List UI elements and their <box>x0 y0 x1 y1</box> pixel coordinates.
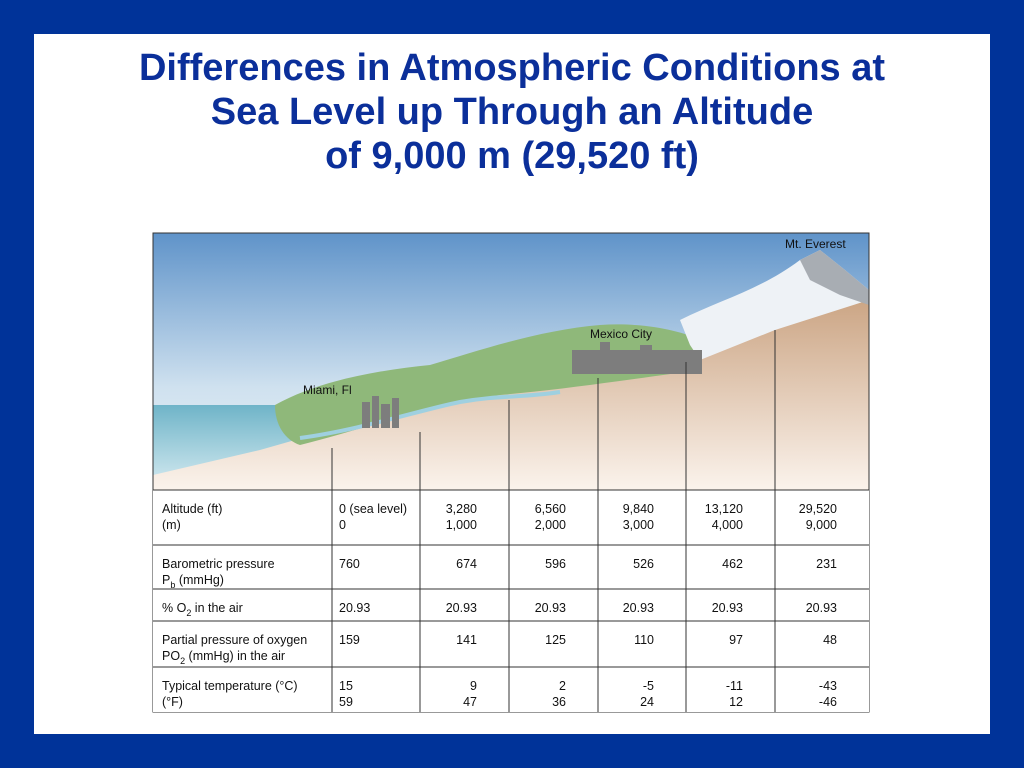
title-line: of 9,000 m (29,520 ft) <box>325 135 699 177</box>
cell-text: 20.93 <box>339 601 370 615</box>
table-bg <box>153 490 869 712</box>
cell-text: 9,000 <box>806 518 837 532</box>
cell-text: Altitude (ft) <box>162 502 222 516</box>
text-part: % O <box>162 601 187 615</box>
river <box>299 390 561 440</box>
cell-text: 20.93 <box>806 601 837 615</box>
cell-text: -11 <box>726 679 743 693</box>
cell-text: 4,000 <box>712 518 743 532</box>
cell-text: 159 <box>339 633 360 647</box>
cell-text: PO2 (mmHg) in the air <box>162 649 285 666</box>
cell-text: -46 <box>819 695 837 709</box>
cell-text: 110 <box>634 633 654 647</box>
text-part: PO <box>162 649 180 663</box>
place-label: Mexico City <box>590 327 652 341</box>
cell-text: 2,000 <box>535 518 566 532</box>
title-line: Differences in Atmospheric Conditions at <box>139 47 885 89</box>
cell-text: 20.93 <box>712 601 743 615</box>
cell-text: 462 <box>722 557 743 571</box>
cell-text: Partial pressure of oxygen <box>162 633 307 647</box>
text-part: (mmHg) in the air <box>185 649 285 663</box>
cell-text: 29,520 <box>799 502 837 516</box>
cell-text: 12 <box>729 695 743 709</box>
title-line: Sea Level up Through an Altitude <box>211 91 813 133</box>
mexico-city-buildings <box>572 342 702 374</box>
subscript: 2 <box>180 656 185 666</box>
cell-text: 15 <box>339 679 353 693</box>
cell-text: 0 <box>339 518 346 532</box>
cell-text: (m) <box>162 518 181 532</box>
cell-text: 36 <box>552 695 566 709</box>
cell-text: 20.93 <box>623 601 654 615</box>
cell-text: Barometric pressure <box>162 557 275 571</box>
subscript: b <box>170 580 175 590</box>
cell-text: 526 <box>633 557 654 571</box>
cell-text: 6,560 <box>535 502 566 516</box>
cell-text: 760 <box>339 557 360 571</box>
cell-text: 3,280 <box>446 502 477 516</box>
cell-text: 0 (sea level) <box>339 502 407 516</box>
cell-text: -43 <box>819 679 837 693</box>
text-part: (mmHg) <box>175 573 224 587</box>
text-part: in the air <box>191 601 242 615</box>
cell-text: 13,120 <box>705 502 743 516</box>
cell-text: 47 <box>463 695 477 709</box>
place-label: Mt. Everest <box>785 237 846 251</box>
cell-text: 231 <box>816 557 837 571</box>
cell-text: -5 <box>643 679 654 693</box>
title: Differences in Atmospheric Conditions at… <box>139 47 885 177</box>
cell-text: 24 <box>640 695 654 709</box>
altitude-markers <box>331 330 776 490</box>
cell-text: Typical temperature (°C) <box>162 679 298 693</box>
cell-text: 1,000 <box>446 518 477 532</box>
subscript: 2 <box>186 608 191 618</box>
peak-rock <box>800 250 869 305</box>
text-part: P <box>162 573 170 587</box>
cell-text: 20.93 <box>446 601 477 615</box>
table: Altitude (ft) (m) 0 (sea level) 0 3,280 1,000… <box>153 489 869 712</box>
miami-buildings <box>362 396 399 428</box>
cell-text: 59 <box>339 695 353 709</box>
cell-text: 48 <box>823 633 837 647</box>
place-label: Miami, Fl <box>303 383 352 397</box>
cell-text: 3,000 <box>623 518 654 532</box>
cell-text: 125 <box>545 633 566 647</box>
illustration: Miami, Fl Mexico City Mt. Everest <box>153 233 869 490</box>
cell-text: 2 <box>559 679 566 693</box>
cell-text: % O2 in the air <box>162 601 243 618</box>
cell-text: (°F) <box>162 695 183 709</box>
cell-text: Pb (mmHg) <box>162 573 224 590</box>
cell-text: 97 <box>729 633 743 647</box>
cell-text: 141 <box>456 633 477 647</box>
cell-text: 674 <box>456 557 477 571</box>
cell-text: 9,840 <box>623 502 654 516</box>
cell-text: 9 <box>470 679 477 693</box>
cell-text: 596 <box>545 557 566 571</box>
cell-text: 20.93 <box>535 601 566 615</box>
